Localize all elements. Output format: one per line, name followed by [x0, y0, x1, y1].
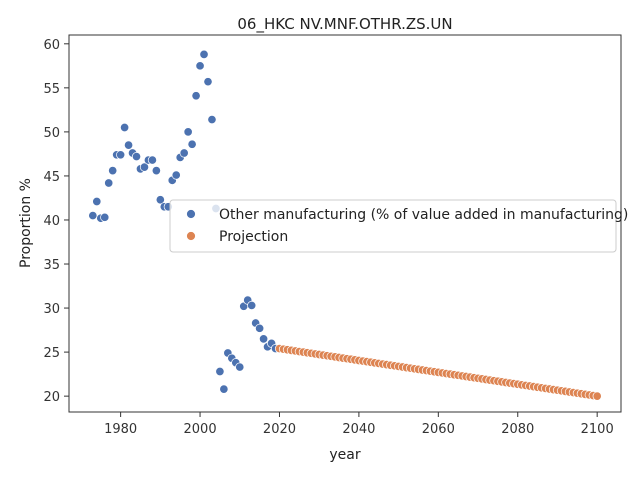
- observed-point: [179, 148, 189, 158]
- observed-point: [215, 366, 225, 377]
- observed-point: [108, 166, 118, 176]
- legend-marker-projection: [186, 231, 196, 241]
- observed-point: [235, 362, 245, 372]
- legend-label-projection: Projection: [219, 229, 288, 245]
- observed-point: [247, 300, 257, 310]
- observed-point: [92, 196, 102, 207]
- legend: Other manufacturing (% of value added in…: [169, 199, 628, 253]
- x-tick-label: 2060: [422, 422, 455, 437]
- x-tick-label: 2000: [184, 422, 217, 437]
- legend-marker-observed: [186, 209, 196, 219]
- x-axis: 1980 2000 2020 2040 2060 2080 2100: [104, 412, 614, 437]
- x-tick-label: 2020: [263, 422, 296, 437]
- observed-point: [151, 166, 161, 176]
- observed-point: [131, 152, 142, 162]
- y-axis: 20 25 30 35 40 45 50 55 60: [43, 38, 69, 405]
- observed-point: [203, 77, 213, 87]
- chart-title: 06_HKC NV.MNF.OTHR.ZS.UN: [237, 15, 452, 34]
- observed-point: [195, 61, 205, 71]
- observed-point: [139, 162, 150, 172]
- legend-label-observed: Other manufacturing (% of value added in…: [219, 207, 628, 223]
- observed-point: [255, 323, 265, 333]
- observed-point: [191, 91, 201, 101]
- y-tick-label: 30: [43, 302, 60, 317]
- y-tick-label: 25: [43, 346, 60, 361]
- observed-point: [155, 195, 165, 205]
- y-tick-label: 55: [43, 82, 60, 97]
- x-tick-label: 1980: [104, 422, 137, 437]
- observed-point: [187, 139, 197, 149]
- y-tick-label: 35: [43, 258, 60, 273]
- projection-point: [592, 391, 602, 401]
- observed-point: [171, 170, 181, 180]
- x-tick-label: 2100: [581, 422, 614, 437]
- x-tick-label: 2040: [342, 422, 375, 437]
- observed-point: [104, 178, 114, 188]
- observed-point: [116, 150, 126, 160]
- y-tick-label: 20: [43, 390, 60, 405]
- y-tick-label: 60: [43, 38, 60, 53]
- observed-point: [100, 212, 110, 222]
- legend-box: [169, 199, 617, 253]
- plot-frame: [68, 34, 622, 413]
- observed-point: [199, 49, 209, 59]
- y-tick-label: 45: [43, 170, 60, 185]
- observed-point: [124, 140, 134, 150]
- plot-area: [88, 49, 602, 401]
- observed-point: [88, 211, 98, 221]
- observed-point: [259, 334, 269, 344]
- observed-point: [120, 122, 130, 133]
- observed-point: [207, 115, 217, 125]
- y-tick-label: 40: [43, 214, 60, 229]
- observed-point: [183, 127, 193, 137]
- x-tick-label: 2080: [501, 422, 534, 437]
- y-axis-label: Proportion %: [18, 178, 34, 268]
- observed-point: [147, 155, 157, 165]
- y-tick-label: 50: [43, 126, 60, 141]
- observed-point: [219, 384, 229, 394]
- x-axis-label: year: [329, 447, 360, 463]
